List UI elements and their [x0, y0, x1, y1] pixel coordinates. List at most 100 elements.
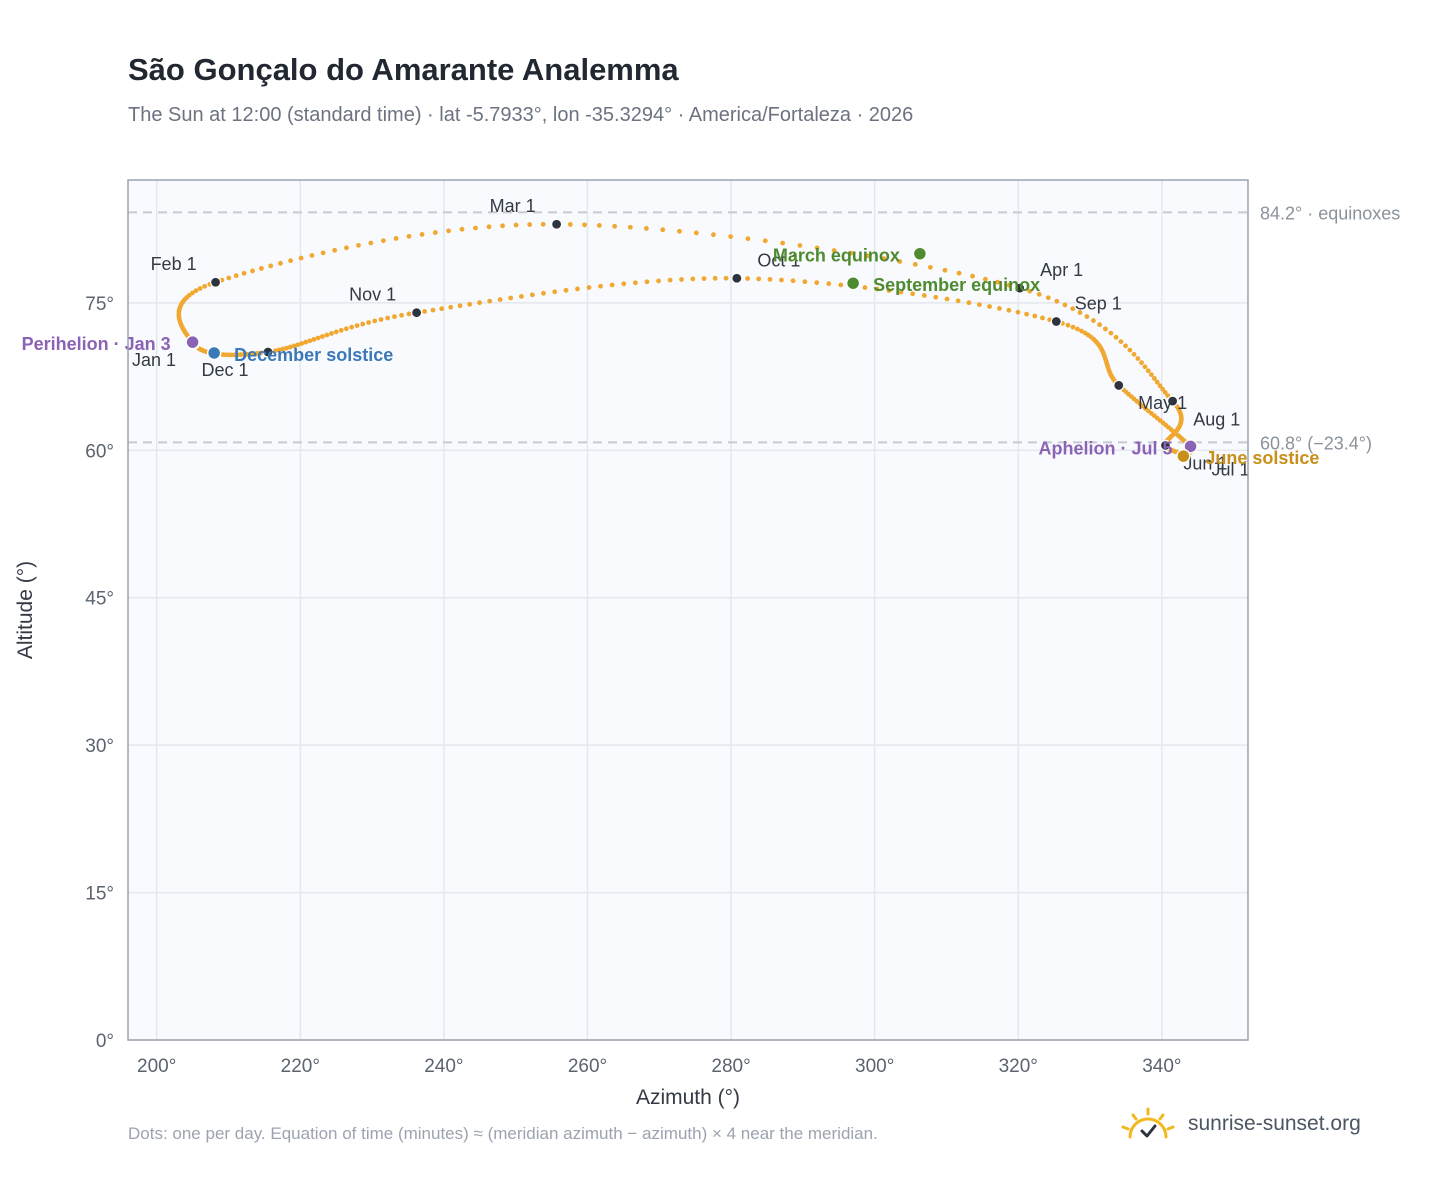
daily-dot [995, 279, 1000, 285]
daily-dot [1015, 309, 1021, 315]
daily-dot [910, 291, 916, 297]
daily-dot [329, 331, 334, 336]
daily-dot [779, 277, 784, 283]
daily-dot [311, 337, 317, 342]
daily-dot [1054, 298, 1060, 304]
daily-dot [723, 275, 729, 281]
daily-dot [865, 253, 870, 259]
daily-dot [380, 238, 386, 244]
daily-dot [1135, 356, 1141, 361]
event-label: March equinox [773, 246, 900, 266]
month-marker [731, 272, 743, 284]
brand-text[interactable]: sunrise-sunset.org [1188, 1112, 1361, 1135]
daily-dot [679, 277, 684, 282]
daily-dot [1102, 326, 1108, 332]
daily-dot [1075, 326, 1080, 332]
month-label: Feb 1 [151, 254, 197, 274]
y-tick-label: 45° [85, 589, 114, 610]
month-marker [1159, 439, 1172, 451]
daily-dot [802, 279, 808, 285]
daily-dot [552, 289, 558, 295]
daily-dot [1118, 339, 1124, 344]
daily-dot [349, 324, 355, 330]
daily-dot [711, 232, 716, 238]
month-marker [1167, 395, 1179, 407]
daily-dot [378, 317, 384, 322]
daily-dot [609, 282, 615, 288]
daily-dot [1149, 372, 1154, 378]
daily-dot [254, 350, 260, 356]
daily-dot [1131, 351, 1137, 357]
daily-dot [233, 273, 239, 279]
x-tick-label: 280° [711, 1056, 750, 1077]
daily-dot [643, 226, 649, 231]
daily-dot [1065, 322, 1071, 328]
daily-dot [944, 296, 950, 302]
daily-dot [393, 236, 399, 241]
daily-dot [942, 267, 948, 273]
daily-dot [627, 224, 633, 230]
daily-dot [656, 278, 661, 284]
month-label: Apr 1 [1040, 260, 1083, 280]
month-label: Jul 1 [1212, 459, 1250, 479]
daily-dot [596, 223, 602, 228]
daily-dot [745, 276, 751, 281]
daily-dot [987, 304, 992, 309]
daily-dot [633, 280, 638, 286]
daily-dot [1040, 315, 1045, 321]
daily-dot [797, 243, 803, 248]
daily-dot [862, 285, 868, 290]
daily-dot [667, 277, 673, 283]
chart-title: São Gonçalo do Amarante Analemma [128, 52, 679, 87]
daily-dot [299, 341, 305, 346]
month-marker [1014, 282, 1026, 294]
brand[interactable]: sunrise-sunset.org [1120, 1104, 1361, 1144]
y-tick-label: 15° [85, 884, 114, 905]
daily-dot [982, 276, 988, 282]
daily-dot [1151, 376, 1157, 381]
y-tick-label: 30° [85, 736, 114, 757]
daily-dot [1097, 322, 1102, 328]
daily-dot [1154, 379, 1160, 385]
daily-dot [527, 222, 533, 227]
month-label: Nov 1 [349, 285, 396, 305]
daily-dot [921, 293, 927, 298]
daily-dot [976, 302, 982, 307]
daily-dot [332, 247, 338, 253]
daily-dot [541, 290, 546, 296]
daily-dot [324, 332, 330, 338]
daily-dot [762, 238, 768, 244]
daily-dot [1139, 360, 1144, 366]
daily-dot [202, 283, 208, 289]
daily-dot [291, 343, 297, 349]
daily-dot [1027, 288, 1033, 294]
daily-dot [1006, 282, 1012, 288]
daily-dot [881, 256, 887, 262]
daily-dot [1079, 328, 1084, 334]
daily-dot [309, 253, 315, 258]
x-tick-label: 320° [999, 1056, 1038, 1077]
daily-dot [838, 282, 844, 288]
daily-dot [997, 306, 1002, 311]
daily-dot [487, 298, 493, 304]
daily-dot [497, 297, 503, 302]
x-axis-label: Azimuth (°) [636, 1086, 740, 1109]
month-label: Jun 1 [1183, 453, 1227, 473]
daily-dot [790, 278, 796, 284]
daily-dot [886, 288, 892, 293]
daily-dot [955, 298, 961, 304]
daily-dot [399, 312, 404, 318]
daily-dot [419, 231, 425, 237]
daily-dot [298, 255, 304, 261]
daily-dot [644, 279, 650, 285]
daily-dot [712, 275, 718, 281]
daily-dot [1032, 313, 1038, 319]
daily-dot [272, 348, 278, 354]
daily-dot [826, 281, 832, 287]
daily-dot [745, 236, 751, 242]
daily-dot [446, 228, 451, 234]
month-marker [209, 276, 222, 288]
reference-lines: 84.2° · equinoxes 60.8° (−23.4°) [128, 203, 1400, 453]
event-label: September equinox [873, 275, 1040, 295]
